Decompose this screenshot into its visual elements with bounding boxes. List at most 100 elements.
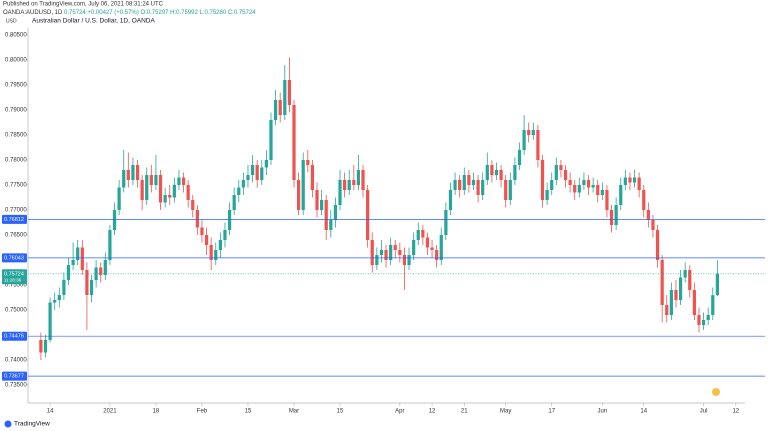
candle-body: [379, 250, 384, 255]
y-tick-label: 0.73500: [5, 383, 27, 389]
x-tick-label: 21: [461, 409, 468, 415]
x-tick-label: May: [500, 409, 511, 415]
candle-body: [517, 150, 522, 165]
candle-body: [467, 175, 471, 185]
candle-body: [669, 290, 673, 315]
candle-body: [462, 175, 466, 190]
candle-body: [269, 120, 273, 160]
candle-body: [688, 270, 692, 290]
candle-body: [577, 185, 581, 193]
candle-body: [416, 230, 420, 240]
candle-body: [306, 160, 310, 165]
last-price: 0.75724: [64, 10, 86, 16]
candle-body: [384, 250, 388, 260]
candle-body: [149, 175, 153, 185]
candle-body: [706, 315, 710, 320]
candle-body: [356, 170, 361, 185]
tradingview-logo: TradingView: [4, 420, 50, 428]
candle-body: [407, 255, 411, 265]
candle-body: [421, 230, 425, 238]
y-tick-label: 0.78000: [5, 158, 27, 164]
candle-body: [283, 80, 287, 115]
y-tick-label: 0.76500: [5, 233, 27, 239]
candle-body: [563, 170, 568, 180]
x-tick-label: Mar: [289, 409, 299, 415]
candle-body: [435, 250, 439, 260]
candle-body: [333, 205, 338, 220]
candle-body: [71, 260, 75, 265]
candle-body: [195, 210, 199, 228]
published-line: Published on TradingView.com, July 06, 2…: [3, 2, 164, 8]
candle-body: [444, 210, 448, 235]
candle-body: [545, 190, 549, 200]
candle-body: [596, 185, 600, 195]
candle-body: [600, 190, 604, 195]
candle-body: [191, 200, 195, 210]
candle-body: [223, 230, 227, 240]
candle-body: [499, 170, 503, 180]
x-tick-label: Feb: [197, 409, 208, 415]
candle-body: [250, 165, 255, 175]
x-tick-label: 12: [429, 409, 436, 415]
candle-body: [177, 177, 181, 185]
x-tick-label: 14: [47, 409, 54, 415]
candle-body: [338, 180, 342, 205]
candle-body: [490, 165, 494, 175]
level-label: 0.74476: [4, 334, 24, 340]
candle-body: [674, 290, 678, 300]
candle-body: [527, 130, 531, 135]
candle-body: [425, 237, 430, 248]
candle-body: [237, 187, 241, 195]
candle-body: [485, 165, 489, 180]
x-tick-label: 15: [245, 409, 252, 415]
candle-body: [39, 340, 43, 353]
countdown: 11:28:36: [4, 277, 22, 282]
candle-body: [471, 180, 476, 185]
watermark-icon: [712, 388, 720, 396]
candle-body: [504, 180, 508, 200]
candle-body: [711, 295, 715, 315]
candle-body: [646, 210, 650, 220]
candle-body: [62, 280, 66, 295]
candle-body: [181, 177, 186, 185]
candle-body: [701, 320, 706, 325]
level-label-bg: [2, 371, 27, 381]
candle-body: [43, 340, 48, 353]
candle-body: [246, 175, 250, 180]
candle-body: [264, 160, 268, 168]
candle-body: [586, 180, 591, 188]
y-tick-label: 0.79500: [5, 83, 27, 89]
candle-body: [343, 180, 347, 190]
candle-body: [273, 100, 278, 120]
candle-body: [126, 170, 130, 180]
candle-body: [453, 180, 457, 190]
candle-body: [522, 130, 526, 150]
level-label-bg: [2, 331, 27, 341]
last-price-label-bg: [2, 269, 27, 285]
level-label: 0.76812: [4, 217, 24, 223]
candle-body: [241, 180, 245, 188]
price-change: +0.00427 (+0.57%): [87, 10, 138, 16]
x-tick-label: 18: [153, 409, 160, 415]
candle-body: [375, 255, 379, 265]
candle-body: [131, 165, 135, 180]
candle-body: [458, 180, 462, 190]
candle-body: [628, 177, 632, 183]
candle-body: [536, 130, 540, 160]
candle-body: [76, 247, 80, 260]
candle-body: [108, 230, 112, 260]
level-label-bg: [2, 253, 27, 263]
candle-body: [66, 265, 71, 280]
chart-title: Australian Dollar / U.S. Dollar, 1D, OAN…: [32, 18, 155, 25]
candle-body: [642, 190, 646, 210]
candle-body: [232, 195, 236, 210]
candle-body: [329, 220, 333, 230]
candle-body: [320, 200, 324, 210]
candle-body: [508, 180, 512, 200]
x-tick-label: 17: [548, 409, 555, 415]
candle-body: [398, 250, 402, 255]
candle-body: [112, 210, 117, 230]
candle-body: [278, 100, 282, 115]
